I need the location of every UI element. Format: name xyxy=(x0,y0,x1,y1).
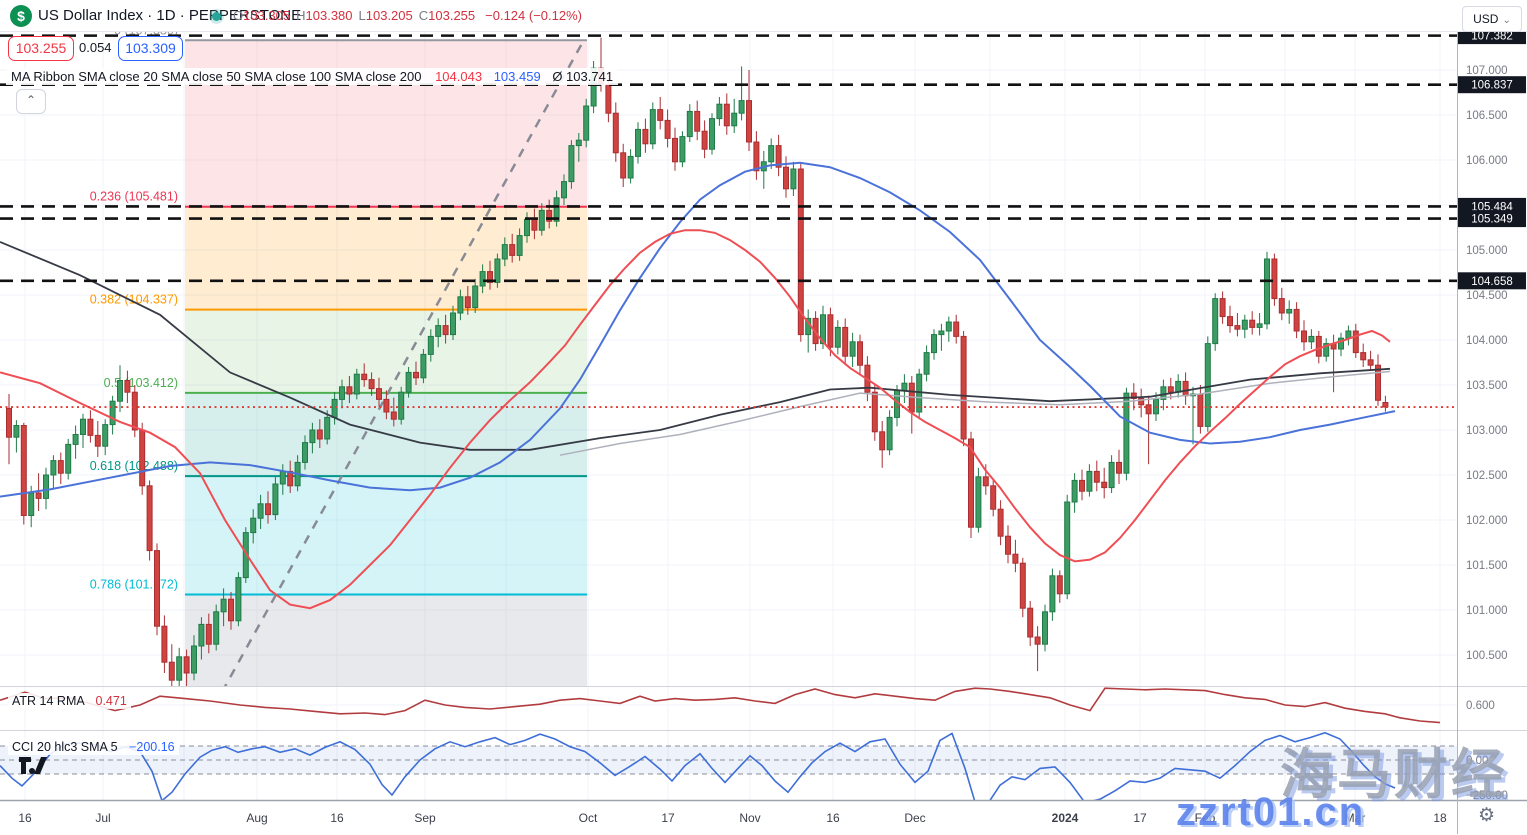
svg-text:17: 17 xyxy=(661,811,675,825)
atr-value: 0.471 xyxy=(95,694,127,708)
ma-ribbon-title: MA Ribbon SMA close 20 SMA close 50 SMA … xyxy=(11,69,422,84)
svg-text:104.658: 104.658 xyxy=(1471,276,1513,288)
svg-text:106.000: 106.000 xyxy=(1466,155,1508,167)
tradingview-logo-icon[interactable] xyxy=(18,756,48,783)
ma-average-value: Ø 103.741 xyxy=(552,69,614,84)
svg-text:107.382: 107.382 xyxy=(1471,31,1513,43)
close-value: 103.255 xyxy=(428,8,476,23)
currency-dropdown[interactable]: USD ⌄ xyxy=(1462,6,1522,32)
svg-text:18: 18 xyxy=(1433,811,1447,825)
svg-text:Nov: Nov xyxy=(739,811,760,825)
collapse-legend-button[interactable]: ⌃ xyxy=(16,89,46,114)
open-label: O xyxy=(233,8,244,23)
time-axis-settings-gear-icon[interactable]: ⚙ xyxy=(1478,805,1496,826)
chevron-down-icon: ⌄ xyxy=(1502,15,1511,26)
cci-legend[interactable]: CCI 20 hlc3 SMA 5 −200.16 xyxy=(8,739,179,755)
svg-text:104.500: 104.500 xyxy=(1466,290,1508,302)
svg-text:0.236 (105.481): 0.236 (105.481) xyxy=(90,190,178,204)
svg-text:107.000: 107.000 xyxy=(1466,65,1508,77)
svg-text:0.382 (104.337): 0.382 (104.337) xyxy=(90,293,178,307)
svg-text:0.786 (101.172): 0.786 (101.172) xyxy=(90,578,178,592)
atr-title: ATR 14 RMA xyxy=(12,694,85,708)
svg-text:17: 17 xyxy=(1133,811,1147,825)
close-label: C xyxy=(418,8,429,23)
svg-text:103.000: 103.000 xyxy=(1466,425,1508,437)
svg-text:0.600: 0.600 xyxy=(1466,700,1495,712)
open-value: 103.305 xyxy=(243,8,291,23)
svg-text:100.500: 100.500 xyxy=(1466,650,1508,662)
symbol-logo-icon[interactable]: $ xyxy=(10,5,32,27)
price-diff-label: 0.054 xyxy=(79,40,112,55)
ma-value-2: 103.459 xyxy=(493,69,541,84)
svg-text:101.500: 101.500 xyxy=(1466,560,1508,572)
cci-title: CCI 20 hlc3 SMA 5 xyxy=(12,740,118,754)
svg-text:0.00: 0.00 xyxy=(1466,755,1488,767)
price-label-blue[interactable]: 103.309 xyxy=(118,36,183,61)
svg-text:101.000: 101.000 xyxy=(1466,605,1508,617)
svg-text:102.000: 102.000 xyxy=(1466,515,1508,527)
ma-ribbon-legend[interactable]: MA Ribbon SMA close 20 SMA close 50 SMA … xyxy=(6,68,619,85)
svg-text:105.349: 105.349 xyxy=(1471,214,1513,226)
svg-text:Jul: Jul xyxy=(95,811,110,825)
svg-text:105.000: 105.000 xyxy=(1466,245,1508,257)
svg-text:0.5 (103.412): 0.5 (103.412) xyxy=(104,376,178,390)
toolbar: $ US Dollar Index · 1D · PEPPERSTONE O10… xyxy=(0,0,1527,32)
high-value: 103.380 xyxy=(305,8,353,23)
low-value: 103.205 xyxy=(365,8,413,23)
atr-legend[interactable]: ATR 14 RMA 0.471 xyxy=(8,693,131,709)
svg-text:Aug: Aug xyxy=(246,811,267,825)
svg-text:Feb: Feb xyxy=(1195,811,1216,825)
price-label-red[interactable]: 103.255 xyxy=(8,36,74,61)
svg-text:Oct: Oct xyxy=(579,811,598,825)
svg-text:106.837: 106.837 xyxy=(1471,80,1513,92)
svg-text:Sep: Sep xyxy=(414,811,436,825)
cci-value: −200.16 xyxy=(129,740,175,754)
svg-text:Dec: Dec xyxy=(904,811,925,825)
svg-text:−250.00: −250.00 xyxy=(1466,790,1508,802)
svg-text:Mar: Mar xyxy=(1345,811,1366,825)
svg-text:16: 16 xyxy=(18,811,32,825)
svg-text:16: 16 xyxy=(330,811,344,825)
svg-text:16: 16 xyxy=(826,811,840,825)
ohlc-readout: O103.305 H103.380 L103.205 C103.255 −0.124 (… xyxy=(233,8,582,23)
svg-text:106.500: 106.500 xyxy=(1466,110,1508,122)
high-label: H xyxy=(296,8,306,23)
ma-value-1: 104.043 xyxy=(435,69,483,84)
svg-text:103.500: 103.500 xyxy=(1466,380,1508,392)
market-status-icon[interactable] xyxy=(212,12,221,21)
svg-text:102.500: 102.500 xyxy=(1466,470,1508,482)
change-value: −0.124 (−0.12%) xyxy=(485,8,582,23)
symbol-title[interactable]: US Dollar Index · 1D · PEPPERSTONE xyxy=(38,7,302,24)
low-label: L xyxy=(358,8,366,23)
currency-label: USD xyxy=(1473,12,1499,26)
svg-text:2024: 2024 xyxy=(1052,811,1079,825)
svg-text:104.000: 104.000 xyxy=(1466,335,1508,347)
